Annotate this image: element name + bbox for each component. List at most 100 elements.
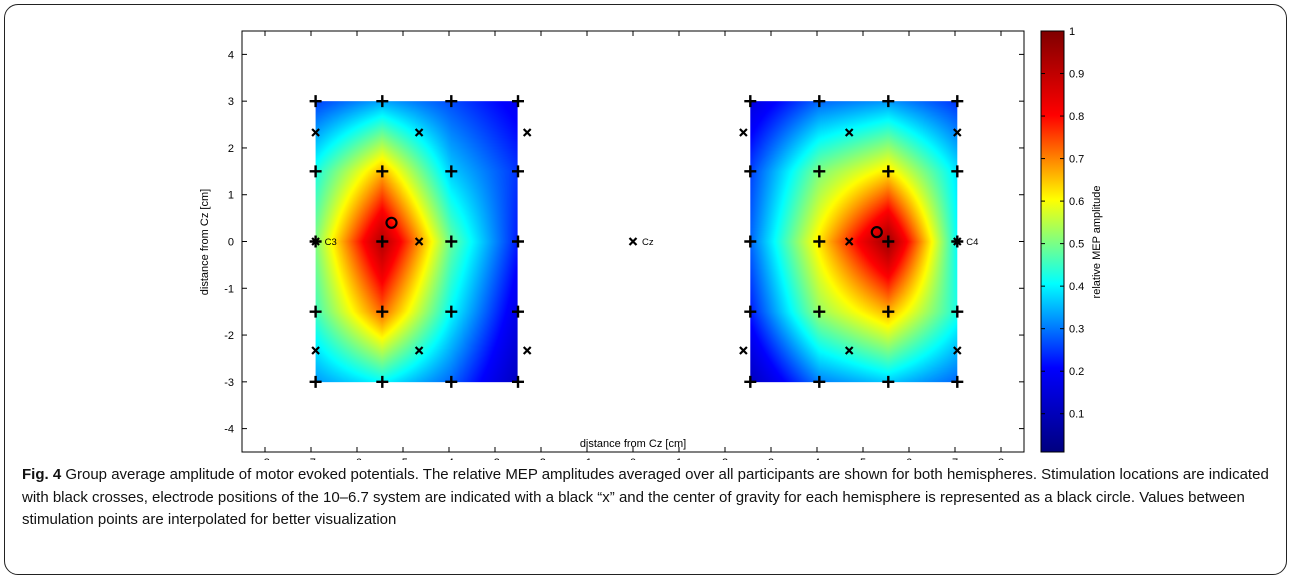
stimulation-cross	[882, 235, 895, 248]
stimulation-cross	[882, 95, 895, 108]
x-tick-label: 1	[676, 457, 682, 460]
stimulation-cross	[512, 305, 524, 318]
stimulation-cross	[951, 95, 964, 108]
stimulation-cross	[882, 375, 895, 388]
y-tick-label: -1	[224, 283, 234, 295]
stimulation-cross	[376, 235, 389, 248]
stimulation-cross	[512, 95, 524, 108]
colorbar-tick-label: 0.1	[1069, 409, 1084, 421]
x-tick-label: -7	[306, 457, 316, 460]
stimulation-cross	[744, 235, 757, 248]
caption-text: Group average amplitude of motor evoked …	[22, 466, 1269, 528]
electrode-x-marker	[311, 346, 320, 355]
stimulation-cross	[744, 305, 757, 318]
stimulation-cross	[376, 165, 389, 178]
electrode-x-marker	[953, 237, 962, 246]
stimulation-cross	[951, 375, 964, 388]
figure-panel	[4, 4, 1287, 575]
figure-label: Fig. 4	[22, 466, 62, 483]
colorbar-tick-label: 0.2	[1069, 366, 1084, 378]
electrode-x-marker	[739, 346, 748, 355]
x-tick-label: -3	[490, 457, 500, 460]
stimulation-cross	[813, 305, 826, 318]
x-tick-label: 0	[630, 457, 636, 460]
stimulation-cross	[951, 165, 964, 178]
electrode-label: C4	[966, 237, 978, 248]
y-tick-label: 1	[228, 190, 234, 202]
x-tick-label: -1	[582, 457, 592, 460]
stimulation-cross	[309, 305, 322, 318]
y-tick-label: 2	[228, 143, 234, 155]
stimulation-cross	[309, 165, 322, 178]
electrode-label: C3	[325, 237, 337, 248]
electrode-x-marker	[414, 237, 424, 246]
heatmap-chart: -8 -7 -6 -5 -4 -3 -2 -1 0 1 2 3 4 5 6 7 8 -4 -3 -2 -1 0 1 2 3 4 C…	[199, 26, 1103, 460]
stimulation-cross	[512, 235, 524, 248]
x-tick-label: -2	[536, 457, 546, 460]
y-tick-label: -2	[224, 330, 234, 342]
x-tick-label: -5	[398, 457, 408, 460]
stimulation-cross	[813, 165, 826, 178]
stimulation-cross	[813, 375, 826, 388]
x-tick-label: -8	[260, 457, 270, 460]
colorbar-tick-label: 0.3	[1069, 324, 1084, 336]
heatmap-layer	[315, 101, 958, 383]
heatmap-right	[750, 101, 958, 383]
stimulation-cross	[309, 375, 322, 388]
electrode-x-marker	[953, 128, 962, 137]
electrode-x-marker	[739, 128, 748, 137]
center-of-gravity-circle	[385, 216, 398, 229]
x-tick-label: -4	[444, 457, 454, 460]
electrode-x-marker	[628, 237, 638, 246]
heatmap-left	[315, 101, 518, 383]
y-tick-label: -3	[224, 377, 234, 389]
stimulation-cross	[882, 165, 895, 178]
x-tick-label: 3	[768, 457, 774, 460]
stimulation-cross	[376, 305, 389, 318]
colorbar-label: relative MEP amplitude	[1091, 186, 1103, 299]
marker-layer: C3 Cz C4	[309, 95, 978, 388]
stimulation-cross	[445, 305, 458, 318]
y-tick-label: -4	[224, 424, 234, 436]
electrode-x-marker	[311, 237, 320, 246]
x-tick-label: 5	[860, 457, 866, 460]
colorbar-tick-label: 0.6	[1069, 196, 1084, 208]
stimulation-cross	[445, 95, 458, 108]
stimulation-cross	[445, 375, 458, 388]
electrode-x-marker	[311, 128, 320, 137]
figure-caption: Fig. 4 Group average amplitude of motor …	[22, 464, 1274, 532]
electrode-label: Cz	[642, 237, 654, 248]
x-tick-label: -6	[352, 457, 362, 460]
electrode-x-marker	[522, 346, 532, 355]
stimulation-cross	[882, 305, 895, 318]
y-axis-label: distance from Cz [cm]	[199, 189, 211, 295]
stimulation-cross	[744, 95, 757, 108]
colorbar-gradient	[1040, 30, 1065, 453]
electrode-x-marker	[844, 346, 854, 355]
stimulation-cross	[376, 95, 389, 108]
axis-ticks: -8 -7 -6 -5 -4 -3 -2 -1 0 1 2 3 4 5 6 7 8 -4 -3 -2 -1 0 1 2 3 4	[224, 31, 1024, 460]
x-tick-label: 4	[814, 457, 820, 460]
x-tick-label: 7	[952, 457, 958, 460]
stimulation-cross	[512, 375, 524, 388]
colorbar-tick-label: 0.5	[1069, 239, 1084, 251]
stimulation-cross	[951, 305, 964, 318]
stimulation-cross	[309, 95, 322, 108]
y-tick-label: 4	[228, 49, 234, 61]
stimulation-cross	[744, 375, 757, 388]
stimulation-cross	[445, 235, 458, 248]
electrode-x-marker	[953, 346, 962, 355]
x-tick-label: 6	[906, 457, 912, 460]
stimulation-cross	[445, 165, 458, 178]
colorbar-tick-label: 0.4	[1069, 281, 1084, 293]
colorbar: 0.1 0.2 0.3 0.4 0.5 0.6 0.7 0.8 0.9 1	[1040, 26, 1084, 453]
x-axis-label: distance from Cz [cm]	[580, 438, 686, 450]
y-tick-label: 3	[228, 96, 234, 108]
electrode-x-marker	[844, 128, 854, 137]
electrode-x-marker	[844, 237, 854, 246]
stimulation-cross	[512, 165, 524, 178]
electrode-x-marker	[414, 346, 424, 355]
stimulation-cross	[744, 165, 757, 178]
colorbar-tick-label: 0.8	[1069, 111, 1084, 123]
stimulation-cross	[813, 95, 826, 108]
